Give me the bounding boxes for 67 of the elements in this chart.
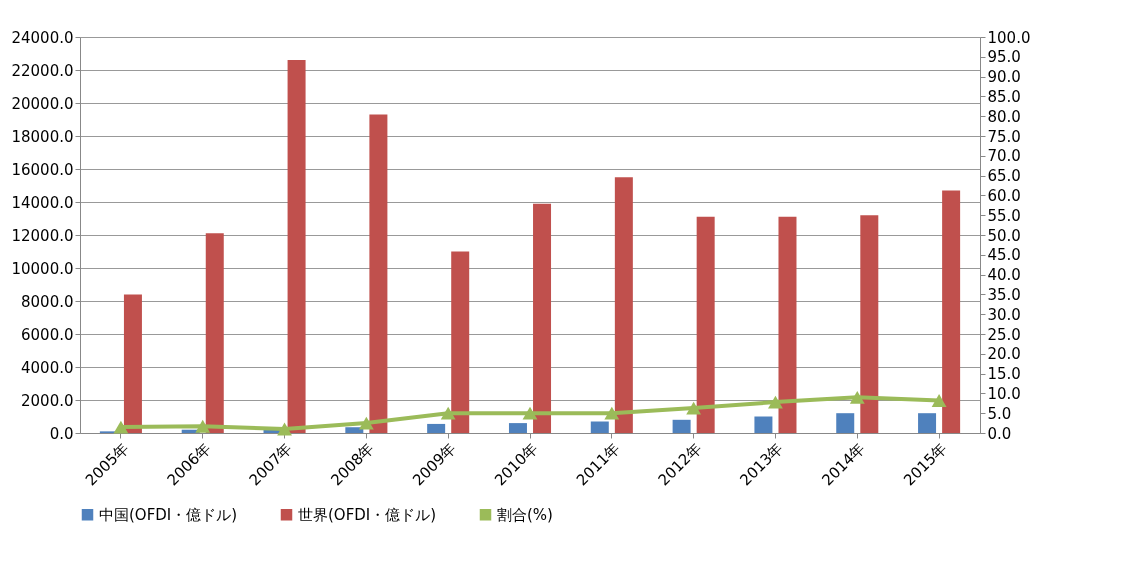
y2-tick-label: 30.0 [987, 305, 1021, 324]
y-tick-label: 6000.0 [21, 325, 74, 344]
bar [778, 216, 797, 433]
point [849, 390, 865, 404]
bar [287, 60, 306, 433]
y2-tick-label: 95.0 [987, 48, 1021, 67]
y2-tick-label: 55.0 [987, 206, 1021, 225]
bar [696, 216, 715, 433]
bar [754, 416, 773, 433]
y-tick-label: 22000.0 [11, 61, 74, 80]
y2-tick-label: 25.0 [987, 325, 1021, 344]
legend-label: 世界(OFDI・億ドル) [298, 505, 437, 524]
legend-label: 中国(OFDI・億ドル) [99, 505, 238, 524]
bar [614, 177, 633, 433]
point [195, 419, 211, 433]
y2-tick-label: 100.0 [987, 28, 1031, 47]
point [768, 395, 783, 409]
bar [427, 423, 446, 433]
y2-tick-label: 75.0 [987, 127, 1021, 146]
point [604, 406, 620, 420]
y-tick-label: 0.0 [49, 424, 74, 443]
y2-tick-label: 85.0 [987, 87, 1021, 106]
y-tick-label: 12000.0 [11, 226, 74, 245]
y2-tick-label: 5.0 [987, 404, 1012, 423]
y2-tick-label: 80.0 [987, 107, 1021, 126]
bar [836, 413, 855, 433]
bar [369, 114, 388, 433]
bar [508, 423, 527, 433]
y2-tick-label: 65.0 [987, 167, 1021, 186]
y-tick-label: 4000.0 [21, 358, 74, 377]
point [358, 416, 374, 430]
bar [345, 427, 364, 433]
point [277, 422, 292, 436]
point [440, 406, 456, 420]
y-tick-label: 8000.0 [21, 292, 74, 311]
bar [942, 190, 961, 433]
y2-tick-label: 50.0 [987, 226, 1021, 245]
bar [451, 251, 470, 433]
y2-tick-label: 60.0 [987, 186, 1021, 205]
point [686, 401, 702, 415]
y2-tick-label: 0.0 [987, 424, 1012, 443]
y-tick-label: 24000.0 [11, 28, 74, 47]
bar [860, 215, 879, 433]
point [113, 420, 129, 434]
bar [123, 294, 142, 433]
y-tick-label: 2000.0 [21, 391, 74, 410]
y2-tick-label: 35.0 [987, 285, 1021, 304]
y2-tick-label: 40.0 [987, 266, 1021, 285]
y-tick-label: 20000.0 [11, 94, 74, 113]
y-tick-label: 14000.0 [11, 193, 74, 212]
y2-tick-label: 90.0 [987, 68, 1021, 87]
bar [918, 413, 937, 433]
bar [205, 233, 224, 433]
y2-tick-label: 15.0 [987, 365, 1021, 384]
y2-tick-label: 45.0 [987, 246, 1021, 265]
y-tick-label: 10000.0 [11, 259, 74, 278]
bar [672, 419, 691, 433]
y-tick-label: 16000.0 [11, 160, 74, 179]
y2-tick-label: 20.0 [987, 345, 1021, 364]
point [931, 394, 947, 407]
point [522, 406, 538, 420]
bar [590, 421, 609, 433]
y2-tick-label: 10.0 [987, 384, 1021, 403]
legend-label: 割合(%) [497, 505, 553, 524]
bar [533, 203, 552, 433]
y2-tick-label: 70.0 [987, 147, 1021, 166]
y-tick-label: 18000.0 [11, 127, 74, 146]
